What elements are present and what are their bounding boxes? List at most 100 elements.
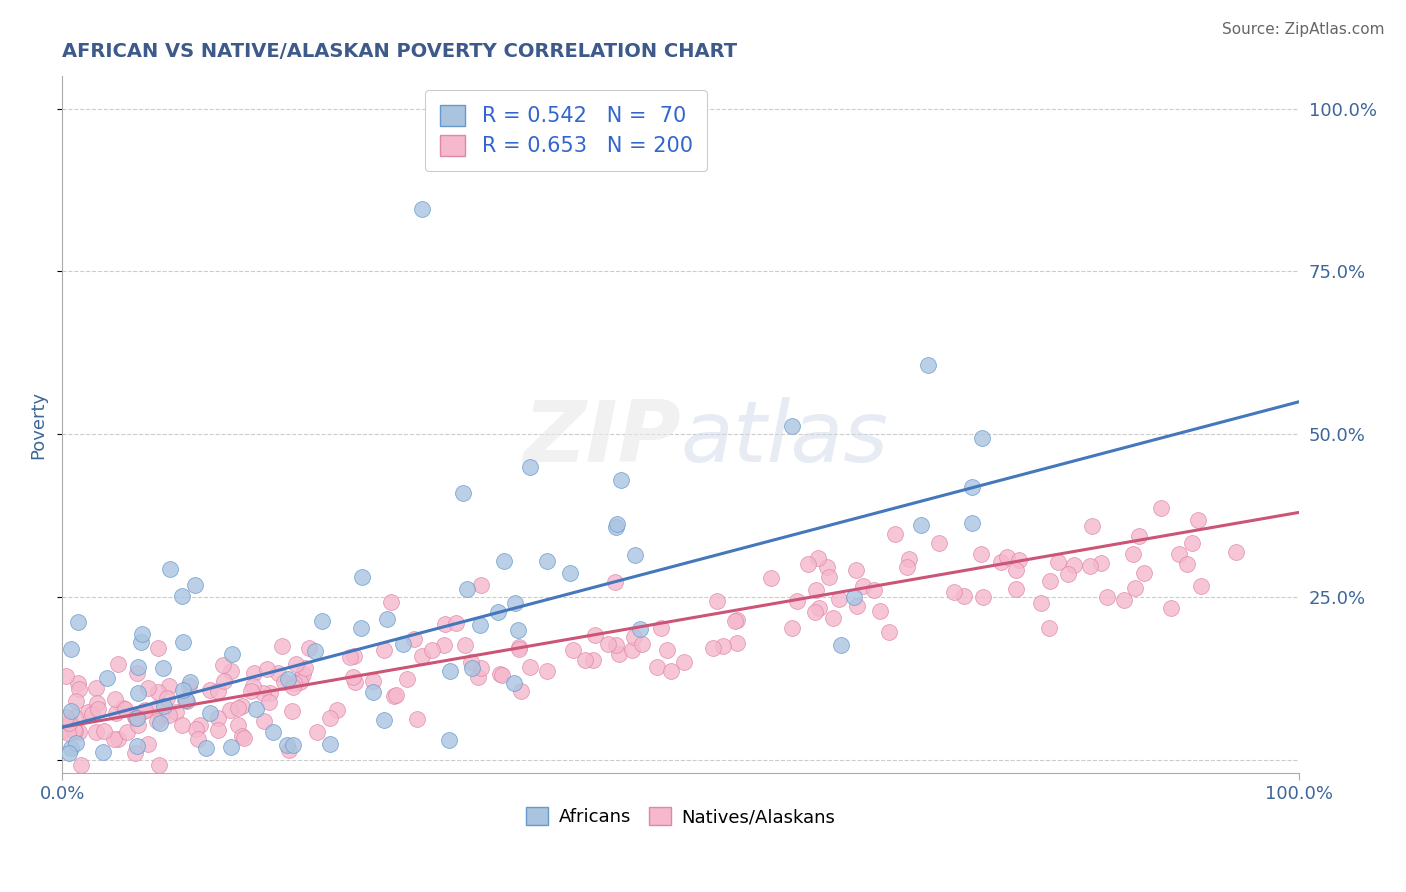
Point bbox=[1225, 545, 1247, 559]
Point bbox=[256, 662, 278, 676]
Point bbox=[252, 714, 274, 728]
Point bbox=[124, 710, 146, 724]
Point bbox=[672, 655, 695, 669]
Point bbox=[503, 596, 526, 610]
Point bbox=[491, 668, 513, 682]
Point bbox=[63, 723, 86, 738]
Point bbox=[470, 661, 492, 675]
Point bbox=[55, 710, 77, 724]
Text: atlas: atlas bbox=[681, 397, 889, 480]
Point bbox=[221, 647, 243, 661]
Point bbox=[610, 473, 633, 487]
Text: AFRICAN VS NATIVE/ALASKAN POVERTY CORRELATION CHART: AFRICAN VS NATIVE/ALASKAN POVERTY CORREL… bbox=[62, 42, 738, 61]
Point bbox=[990, 555, 1012, 569]
Point bbox=[1128, 529, 1150, 543]
Point bbox=[845, 599, 868, 613]
Point bbox=[304, 644, 326, 658]
Point bbox=[508, 642, 530, 657]
Point bbox=[1057, 567, 1080, 582]
Point bbox=[339, 650, 361, 665]
Point bbox=[125, 711, 148, 725]
Point bbox=[67, 681, 90, 696]
Point bbox=[439, 665, 461, 679]
Point bbox=[420, 643, 443, 657]
Point bbox=[63, 723, 86, 738]
Point bbox=[373, 713, 395, 727]
Point bbox=[319, 711, 342, 725]
Point bbox=[723, 614, 745, 628]
Point bbox=[112, 700, 135, 714]
Point bbox=[104, 691, 127, 706]
Point bbox=[219, 664, 242, 678]
Point bbox=[131, 627, 153, 641]
Point bbox=[488, 666, 510, 681]
Point bbox=[276, 738, 298, 752]
Point bbox=[807, 551, 830, 566]
Point bbox=[129, 635, 152, 649]
Point bbox=[725, 613, 748, 627]
Point bbox=[817, 570, 839, 584]
Point bbox=[598, 637, 620, 651]
Point bbox=[243, 665, 266, 680]
Point bbox=[411, 202, 433, 217]
Point bbox=[605, 520, 627, 534]
Point bbox=[1160, 601, 1182, 615]
Point bbox=[159, 562, 181, 576]
Point bbox=[402, 632, 425, 646]
Point bbox=[127, 718, 149, 732]
Point bbox=[107, 732, 129, 747]
Point bbox=[361, 685, 384, 699]
Point bbox=[350, 621, 373, 635]
Point bbox=[780, 419, 803, 434]
Text: Source: ZipAtlas.com: Source: ZipAtlas.com bbox=[1222, 22, 1385, 37]
Point bbox=[132, 704, 155, 718]
Point bbox=[898, 552, 921, 566]
Point bbox=[508, 640, 530, 655]
Point bbox=[86, 724, 108, 739]
Point bbox=[519, 460, 541, 475]
Point bbox=[232, 731, 254, 745]
Point bbox=[157, 679, 180, 693]
Point bbox=[433, 617, 456, 632]
Point bbox=[294, 660, 316, 674]
Point bbox=[325, 703, 347, 717]
Point bbox=[179, 680, 201, 694]
Point bbox=[453, 638, 475, 652]
Point bbox=[1038, 621, 1060, 635]
Point bbox=[145, 700, 167, 714]
Point bbox=[461, 661, 484, 675]
Point bbox=[197, 793, 219, 807]
Point bbox=[124, 746, 146, 760]
Point bbox=[93, 724, 115, 739]
Point bbox=[281, 738, 304, 752]
Point bbox=[281, 680, 304, 694]
Point bbox=[179, 675, 201, 690]
Point bbox=[942, 585, 965, 599]
Point bbox=[786, 593, 808, 607]
Point bbox=[384, 688, 406, 702]
Point bbox=[127, 659, 149, 673]
Point bbox=[702, 640, 724, 655]
Point bbox=[188, 718, 211, 732]
Y-axis label: Poverty: Poverty bbox=[30, 391, 46, 458]
Point bbox=[828, 591, 851, 606]
Point bbox=[186, 722, 208, 736]
Point bbox=[1039, 574, 1062, 588]
Point bbox=[262, 724, 284, 739]
Point bbox=[239, 684, 262, 698]
Point bbox=[1181, 536, 1204, 550]
Point bbox=[962, 516, 984, 530]
Point bbox=[157, 708, 180, 723]
Point bbox=[150, 709, 173, 723]
Point bbox=[219, 703, 242, 717]
Point bbox=[242, 679, 264, 693]
Point bbox=[1063, 558, 1085, 572]
Point bbox=[456, 582, 478, 596]
Point bbox=[444, 615, 467, 630]
Point bbox=[1187, 514, 1209, 528]
Point bbox=[86, 702, 108, 716]
Point bbox=[486, 605, 509, 619]
Point bbox=[804, 793, 827, 807]
Point bbox=[536, 554, 558, 568]
Point bbox=[146, 685, 169, 699]
